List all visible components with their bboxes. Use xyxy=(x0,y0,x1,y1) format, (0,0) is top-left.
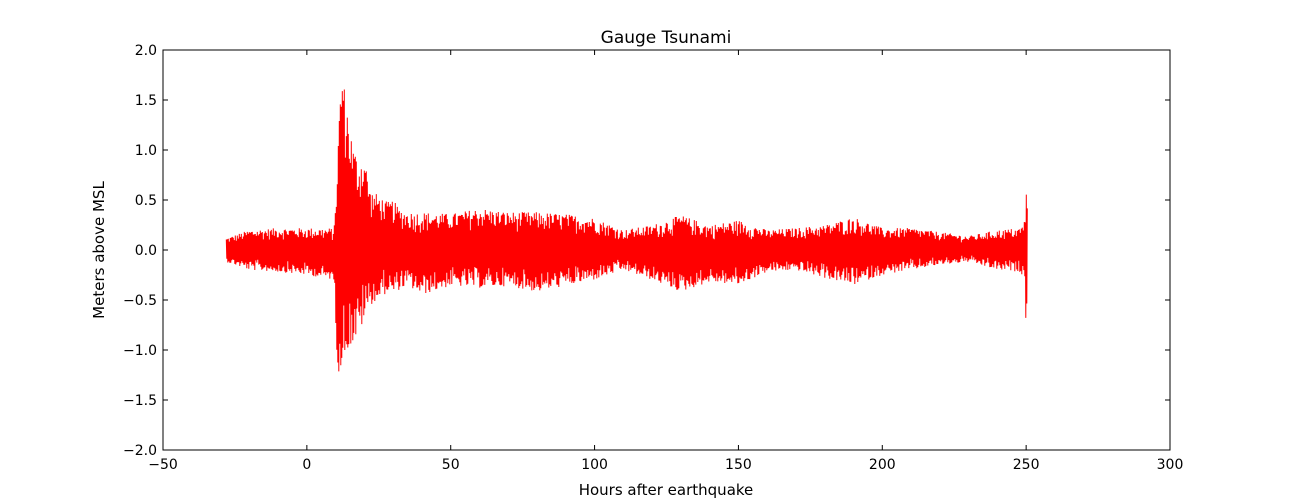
x-tick-label: 250 xyxy=(1013,457,1040,473)
y-tick-label: 0.0 xyxy=(135,243,157,259)
y-axis-label: Meters above MSL xyxy=(90,181,108,319)
y-tick-label: 1.5 xyxy=(135,93,157,109)
plot-area xyxy=(225,89,1028,372)
y-tick-label: −1.5 xyxy=(123,393,157,409)
axis-ticks: −50 0 50 100 150 200 250 300 −2.0 −1.5 −1.0 −0.5 0.0… xyxy=(123,43,1183,473)
x-tick-label: 300 xyxy=(1157,457,1184,473)
y-tick-label: 2.0 xyxy=(135,43,157,59)
x-tick-label: 150 xyxy=(725,457,752,473)
chart-title: Gauge Tsunami xyxy=(601,28,732,48)
x-tick-label: 50 xyxy=(442,457,460,473)
x-axis-label: Hours after earthquake xyxy=(579,481,754,499)
y-tick-label: 0.5 xyxy=(135,193,157,209)
x-tick-label: 100 xyxy=(581,457,608,473)
y-tick-label: −0.5 xyxy=(123,293,157,309)
series-line-0 xyxy=(225,89,1028,372)
x-tick-label: −50 xyxy=(148,457,178,473)
y-tick-label: 1.0 xyxy=(135,143,157,159)
y-tick-label: −1.0 xyxy=(123,343,157,359)
x-tick-label: 0 xyxy=(302,457,311,473)
x-tick-label: 200 xyxy=(869,457,896,473)
y-tick-label: −2.0 xyxy=(123,443,157,459)
